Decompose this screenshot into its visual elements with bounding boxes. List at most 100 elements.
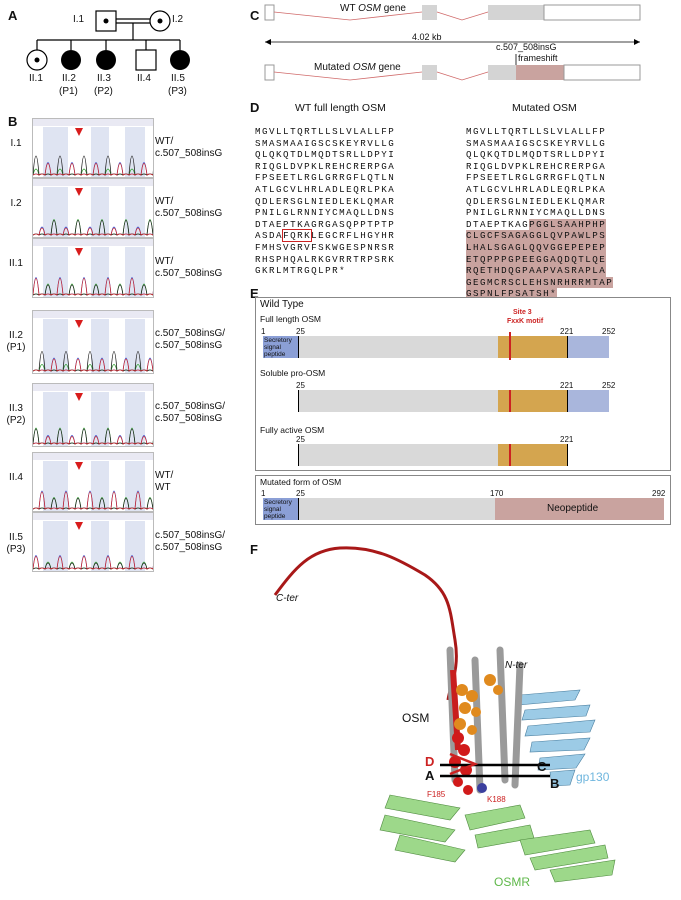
osmr-label: OSMR bbox=[494, 875, 530, 889]
mutated-sequence-line: RIQGLDVPKLREHCRERPGA bbox=[466, 160, 607, 172]
pedigree-chart bbox=[26, 10, 190, 71]
chromatogram-genotype-label: WT/c.507_508insG bbox=[155, 136, 223, 159]
fqrk-motif-box: FQRK bbox=[282, 229, 313, 243]
chromatogram-genotype-label: c.507_508insG/c.507_508insG bbox=[155, 530, 226, 553]
wt-sequence-line: PNILGLRNNIYCMAQLLDNS bbox=[255, 207, 396, 219]
neopeptide-sequence-line: GEGMCRSCLEHSNRHRRMTAP bbox=[466, 276, 614, 289]
pedigree-ii2-affected-female bbox=[61, 50, 81, 70]
soluble-label: Soluble pro-OSM bbox=[260, 368, 326, 378]
neopeptide-sequence-start: PGGLSAAHPHP bbox=[529, 218, 607, 230]
soluble-n25: 25 bbox=[296, 381, 305, 390]
site3-label: Site 3 bbox=[513, 309, 532, 316]
pedigree-ii3-affected-female bbox=[96, 50, 116, 70]
mut-n170: 170 bbox=[490, 489, 504, 498]
mutated-sequence-line: FPSEETLRGLGRRGFLQTLN bbox=[466, 172, 607, 184]
full-propeptide bbox=[298, 336, 498, 358]
full-signal-text: Secretory signal peptide bbox=[264, 337, 292, 358]
mut-n292: 292 bbox=[652, 489, 666, 498]
full-n252: 252 bbox=[602, 327, 616, 336]
chromatogram-individual-label: II.5 (P3) bbox=[6, 532, 26, 555]
gene-structure-diagram bbox=[264, 4, 641, 81]
chromatogram-individual-label: I.2 bbox=[10, 198, 22, 209]
wt-sequence-title: WT full length OSM bbox=[295, 102, 386, 114]
panel-e-letter: E bbox=[250, 286, 259, 301]
mut-signal-peptide bbox=[263, 498, 298, 520]
mut-propeptide bbox=[298, 498, 495, 520]
mut-signal-text: Secretory signal peptide bbox=[264, 499, 292, 520]
wt-sequence-line: SMASMAAIGSCSKEYRVLLG bbox=[255, 137, 396, 149]
wt-sequence-line: QDLERSGLNIEDLEKLQMAR bbox=[255, 195, 396, 207]
pedigree-label-i1: I.1 bbox=[73, 14, 85, 25]
pedigree-label-i2: I.2 bbox=[172, 14, 184, 25]
pedigree-label-ii1: II.1 bbox=[29, 73, 43, 84]
chromatogram-trace bbox=[32, 238, 154, 298]
neopeptide-sequence-line: RQETHDQGPAAPVASRAPLA bbox=[466, 265, 607, 277]
wt-sequence-line: FPSEETLRGLGRRGFLQTLN bbox=[255, 172, 396, 184]
full-active-domain bbox=[498, 336, 567, 358]
mutated-sequence-title: Mutated OSM bbox=[512, 102, 577, 114]
active-propeptide bbox=[298, 444, 498, 466]
protein-structure-image bbox=[273, 546, 616, 883]
chromatogram-individual-label: II.2 (P1) bbox=[6, 330, 26, 353]
soluble-propeptide bbox=[298, 390, 498, 412]
soluble-n221: 221 bbox=[560, 381, 574, 390]
neopeptide-label: Neopeptide bbox=[547, 503, 599, 514]
pedigree-label-ii2-patient: (P1) bbox=[59, 86, 78, 97]
wt-sequence-line: ASDAFQRKLEGCRFLHGYHR bbox=[255, 229, 396, 243]
full-divider-25 bbox=[298, 336, 299, 358]
soluble-cterm bbox=[567, 390, 609, 412]
panel-c-letter: C bbox=[250, 8, 260, 23]
neopeptide-sequence-line: ETQPPPGPEEGGAQDQTLQE bbox=[466, 253, 607, 266]
full-signal-peptide bbox=[263, 336, 298, 358]
mutated-sequence-block: MGVLLTQRTLLSLVLALLFP SMASMAAIGSCSKEYRVLLG… bbox=[466, 126, 614, 300]
active-label: Fully active OSM bbox=[260, 425, 325, 435]
f185-label: F185 bbox=[427, 790, 446, 799]
full-n221: 221 bbox=[560, 327, 574, 336]
wt-sequence-line: ATLGCVLHRLADLEQRLPKA bbox=[255, 183, 396, 195]
chromatogram-trace bbox=[32, 512, 154, 572]
active-n221: 221 bbox=[560, 435, 574, 444]
fxxk-motif-label: FxxK motif bbox=[507, 318, 544, 325]
chromatogram-trace bbox=[32, 383, 154, 447]
mutated-form-title: Mutated form of OSM bbox=[260, 477, 342, 487]
active-domain bbox=[498, 444, 567, 466]
chromatogram-genotype-label: WT/c.507_508insG bbox=[155, 256, 223, 279]
osm-label: OSM bbox=[402, 711, 430, 725]
nter-label: N-ter bbox=[505, 660, 528, 671]
chromatogram-trace bbox=[32, 118, 154, 178]
wt-sequence-line: GKRLMTRGQLPR* bbox=[255, 265, 347, 277]
chromatogram-genotype-label: WT/c.507_508insG bbox=[155, 196, 223, 219]
site-c-label: C bbox=[537, 759, 547, 774]
soluble-active-domain bbox=[498, 390, 567, 412]
mutated-sequence-line: QDLERSGLNIEDLEKLQMAR bbox=[466, 195, 607, 207]
chromatogram-individual-label: I.1 bbox=[10, 138, 22, 149]
full-length-label: Full length OSM bbox=[260, 314, 321, 324]
panel-b-letter: B bbox=[8, 114, 18, 129]
chromatogram-individual-label: II.3 (P2) bbox=[6, 403, 26, 426]
pedigree-label-ii3: II.3 bbox=[97, 73, 111, 84]
site-a-label: A bbox=[425, 768, 435, 783]
mutated-sequence-line: PNILGLRNNIYCMAQLLDNS bbox=[466, 207, 607, 219]
pedigree-label-ii5: II.5 bbox=[171, 73, 185, 84]
wt-sequence-block: MGVLLTQRTLLSLVLALLFP SMASMAAIGSCSKEYRVLLG… bbox=[255, 126, 395, 277]
active-divider-221 bbox=[567, 444, 568, 466]
chromatogram-trace bbox=[32, 452, 154, 512]
chromatogram-genotype-label: WT/WT bbox=[155, 470, 174, 493]
site-d-label: D bbox=[425, 754, 435, 769]
mut-n25: 25 bbox=[296, 489, 305, 498]
wild-type-box bbox=[255, 297, 671, 471]
wt-sequence-line: RHSPHQALRKGVRRTRPSRK bbox=[255, 253, 396, 265]
soluble-divider-25 bbox=[298, 390, 299, 412]
wt-sequence-line: RIQGLDVPKLREHCRERPGA bbox=[255, 160, 396, 172]
chromatogram-individual-label: II.1 bbox=[9, 258, 23, 269]
wt-gene-title: WT OSM gene bbox=[340, 3, 406, 14]
mutated-sequence-line: SMASMAAIGSCSKEYRVLLG bbox=[466, 137, 607, 149]
frameshift-label: frameshift bbox=[518, 53, 558, 63]
wild-type-title: Wild Type bbox=[260, 299, 304, 310]
full-site3-marker bbox=[509, 332, 511, 360]
active-n25: 25 bbox=[296, 435, 305, 444]
mutated-sequence-line: DTAEPTKAGPGGLSAAHPHP bbox=[466, 218, 607, 230]
pedigree-label-ii5-patient: (P3) bbox=[168, 86, 187, 97]
gene-length-label: 4.02 kb bbox=[412, 32, 442, 42]
mutation-label: c.507_508insG bbox=[496, 42, 557, 52]
